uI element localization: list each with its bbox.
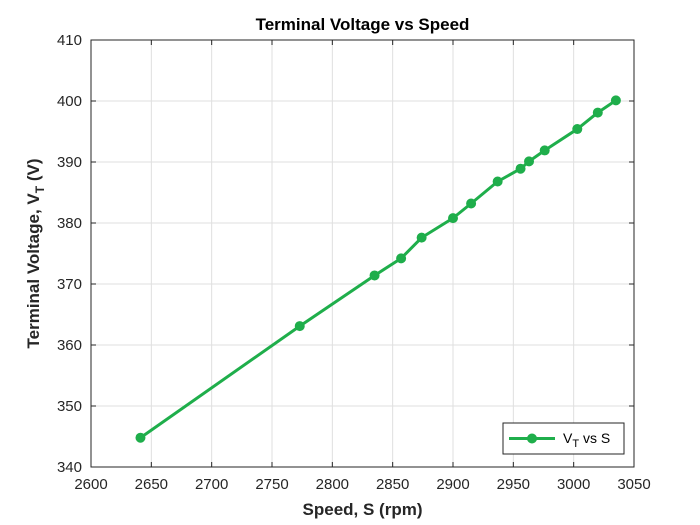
x-tick-label: 2850 [376,476,409,493]
y-axis-label-subscript: T [33,185,47,193]
legend-label-subscript: T [572,438,579,450]
x-axis-label: Speed, S (rpm) [303,500,423,519]
plot-area [91,40,634,467]
data-point [572,124,583,135]
x-tick-label: 2950 [497,476,530,493]
x-tick-label: 2650 [135,476,168,493]
y-tick-label: 340 [57,459,82,476]
data-point [610,95,621,106]
series-line [138,98,618,440]
y-axis-label: Terminal Voltage, VT (V) [24,159,47,349]
data-point [515,163,526,174]
data-point [135,432,146,443]
y-axis-label-suffix: (V) [24,159,43,186]
data-point [524,156,535,167]
legend: VT vs S [502,422,625,455]
y-tick-label: 380 [57,215,82,232]
data-point [294,321,305,332]
tick-marks-and-labels: 2600 2650 2700 2750 2800 2850 2900 2950 3000 3050… [57,32,651,493]
x-tick-label: 2600 [74,476,107,493]
y-tick-label: 360 [57,337,82,354]
data-point [369,270,380,281]
legend-label-suffix: vs S [579,430,610,446]
legend-label: VT vs S [563,430,610,450]
y-tick-label: 400 [57,93,82,110]
x-tick-label: 2900 [436,476,469,493]
y-tick-label: 390 [57,154,82,171]
series-layer [135,95,621,443]
x-tick-label: 2750 [255,476,288,493]
data-point [466,198,477,209]
x-tick-label: 2700 [195,476,228,493]
data-point [396,253,407,264]
x-tick-label: 3050 [617,476,650,493]
data-point [416,232,427,243]
y-tick-label: 350 [57,398,82,415]
y-tick-label: 410 [57,32,82,49]
data-point [492,176,503,187]
chart-title: Terminal Voltage vs Speed [256,15,470,34]
legend-label-main: V [563,430,573,446]
data-point [539,145,550,156]
legend-marker-swatch [527,433,537,444]
y-axis-label-main: Terminal Voltage, V [24,193,43,349]
x-tick-label: 3000 [557,476,590,493]
x-tick-label: 2800 [316,476,349,493]
data-point [448,213,458,224]
axes [90,39,635,468]
axes-box [90,39,635,468]
y-tick-label: 370 [57,276,82,293]
data-point [592,107,603,118]
